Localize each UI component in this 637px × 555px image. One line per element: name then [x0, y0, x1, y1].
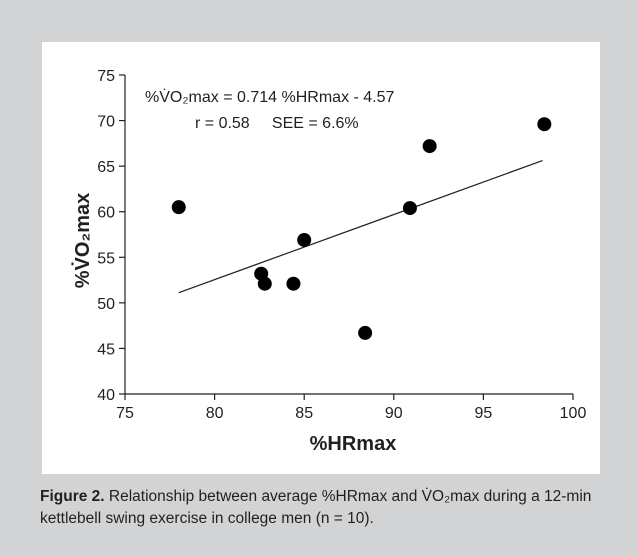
data-point — [358, 325, 373, 340]
regression-equation: %V̇O₂max = 0.714 %HRmax - 4.57 — [145, 88, 395, 106]
x-tick-label: 75 — [116, 405, 134, 422]
regression-line — [178, 159, 543, 294]
x-tick-label: 95 — [475, 405, 493, 422]
x-tick-label: 90 — [385, 405, 403, 422]
regression-stats: r = 0.58 SEE = 6.6% — [195, 115, 359, 132]
data-point — [286, 276, 301, 291]
data-point — [171, 200, 186, 215]
y-tick-label: 55 — [97, 250, 115, 267]
x-axis-label: %HRmax — [310, 433, 397, 455]
y-axis-label: %V̇O₂max — [70, 193, 94, 289]
x-tick-label: 85 — [295, 405, 313, 422]
y-tick-label: 45 — [97, 341, 115, 358]
y-tick-label: 65 — [97, 159, 115, 176]
data-point — [297, 232, 312, 247]
x-tick-label: 80 — [206, 405, 224, 422]
data-point — [257, 276, 272, 291]
y-tick-label: 40 — [97, 387, 115, 404]
figure-caption: Figure 2. Relationship between average %… — [40, 486, 620, 530]
caption-text: Relationship between average %HRmax and … — [40, 488, 592, 527]
data-point — [422, 139, 437, 154]
scatter-chart: 40 45 50 55 60 65 70 75 75 80 85 90 95 100 %HRmax %V̇O₂… — [70, 68, 587, 455]
x-tick-label: 100 — [560, 405, 587, 422]
data-point — [402, 201, 417, 216]
caption-label: Figure 2. — [40, 488, 105, 505]
y-tick-label: 50 — [97, 296, 115, 313]
y-tick-label: 70 — [97, 114, 115, 131]
y-tick-label: 75 — [97, 68, 115, 85]
chart-panel: 40 45 50 55 60 65 70 75 75 80 85 90 95 100 %HRmax %V̇O₂… — [42, 42, 600, 474]
data-point — [537, 117, 552, 132]
y-tick-label: 60 — [97, 205, 115, 222]
